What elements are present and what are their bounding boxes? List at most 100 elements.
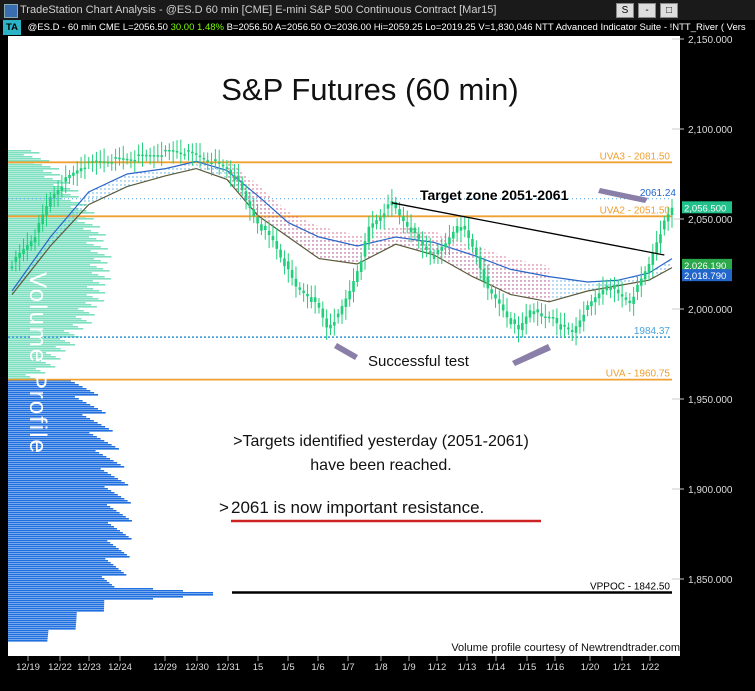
volume-bar — [8, 446, 116, 448]
last-price: L=2056.50 — [122, 22, 168, 33]
x-tick-label: 1/13 — [458, 662, 477, 673]
volume-bar — [8, 636, 48, 638]
x-tick-label: 1/9 — [402, 662, 415, 673]
volume-bar — [8, 560, 109, 562]
candle-body — [601, 289, 605, 295]
volume-bar — [8, 298, 99, 300]
x-tick-label: 1/6 — [311, 662, 324, 673]
candle-body — [202, 157, 206, 160]
candle-body — [459, 226, 463, 231]
volume-bar — [8, 452, 100, 454]
candle-body — [375, 220, 378, 225]
candle-body — [597, 293, 601, 299]
chart-title: S&P Futures (60 min) — [221, 72, 518, 107]
volume-bar — [8, 606, 105, 608]
candle-body — [75, 170, 79, 174]
volume-bar — [8, 544, 114, 546]
volume-bar — [8, 612, 77, 614]
volume-bar — [8, 530, 120, 532]
x-tick-label: 15 — [253, 662, 264, 673]
volume-bar — [8, 422, 98, 424]
candle-body — [551, 317, 555, 319]
candle-body — [221, 164, 225, 167]
candle-body — [486, 276, 490, 289]
price-axis — [680, 36, 755, 656]
candle-body — [52, 193, 56, 199]
volume-bar — [8, 354, 51, 356]
volume-bar — [8, 176, 45, 178]
volume-bar — [8, 522, 108, 524]
candle-body — [148, 154, 152, 157]
candle-body — [14, 257, 18, 262]
volume-bar — [8, 508, 114, 510]
candle-body — [87, 161, 91, 164]
volume-bar — [8, 506, 111, 508]
resistance-trendline — [391, 202, 665, 256]
volume-bar — [8, 164, 43, 166]
volume-bar — [8, 470, 105, 472]
candle-body — [655, 242, 658, 255]
candle-body — [528, 310, 532, 318]
volume-bar — [8, 436, 97, 438]
volume-bar — [8, 266, 97, 268]
candle-body — [340, 306, 344, 315]
maximize-button[interactable]: □ — [660, 3, 678, 18]
candle-body — [191, 151, 194, 154]
candle-body — [22, 249, 25, 254]
volume-bar — [8, 554, 127, 556]
candle-body — [432, 255, 436, 259]
y-tick-label: 2,150.000 — [688, 35, 733, 46]
analysis-badge[interactable]: TA — [3, 20, 21, 35]
candle-body — [141, 154, 144, 157]
candle-body — [106, 161, 110, 164]
volume-bar — [8, 632, 49, 634]
candle-body — [49, 197, 52, 207]
minimize-button[interactable]: - — [638, 3, 656, 18]
volume-bar — [8, 252, 98, 254]
candle-body — [436, 250, 440, 255]
x-tick-label: 1/20 — [581, 662, 600, 673]
candle-body — [521, 322, 524, 331]
candle-body — [613, 285, 616, 289]
symbol-button[interactable]: S — [616, 3, 634, 18]
volume-bar — [8, 580, 107, 582]
x-tick-label: 1/21 — [613, 662, 632, 673]
candle-body — [517, 324, 520, 330]
candle-body — [513, 319, 516, 324]
candle-body — [421, 240, 424, 246]
volume-bar — [8, 366, 56, 368]
volume-bar — [8, 572, 124, 574]
candle-body — [125, 158, 129, 161]
volume-bar — [8, 158, 41, 160]
candle-body — [260, 224, 263, 231]
title-bar: TradeStation Chart Analysis - @ES.D 60 m… — [0, 0, 755, 20]
credit-text: Volume profile courtesy of Newtrendtrade… — [451, 642, 680, 654]
volume-bar — [8, 230, 91, 232]
volume-bar — [8, 428, 109, 430]
volume-bar — [8, 290, 100, 292]
volume-bar — [8, 350, 66, 352]
volume-bar — [8, 382, 75, 384]
volume-bar — [8, 430, 113, 432]
note-resistance: 2061 is now important resistance. — [231, 498, 484, 517]
x-tick-label: 12/29 — [153, 662, 177, 673]
volume-bar — [8, 468, 101, 470]
volume-bar — [8, 250, 91, 252]
volume-bar — [8, 640, 48, 642]
volume-bar — [8, 312, 90, 314]
price-tag-label: 2,056.500 — [684, 203, 726, 214]
x-tick-label: 1/5 — [281, 662, 294, 673]
candle-body — [279, 249, 282, 258]
price-tag — [682, 269, 732, 282]
volume-bar — [8, 264, 90, 266]
candle-body — [405, 221, 409, 227]
candle-body — [271, 235, 275, 241]
candle-body — [463, 225, 467, 230]
volume-bar — [8, 400, 83, 402]
candle-body — [547, 316, 551, 319]
note-targets-line2: have been reached. — [310, 457, 451, 474]
volume-bar — [8, 432, 90, 434]
candle-body — [175, 151, 179, 153]
